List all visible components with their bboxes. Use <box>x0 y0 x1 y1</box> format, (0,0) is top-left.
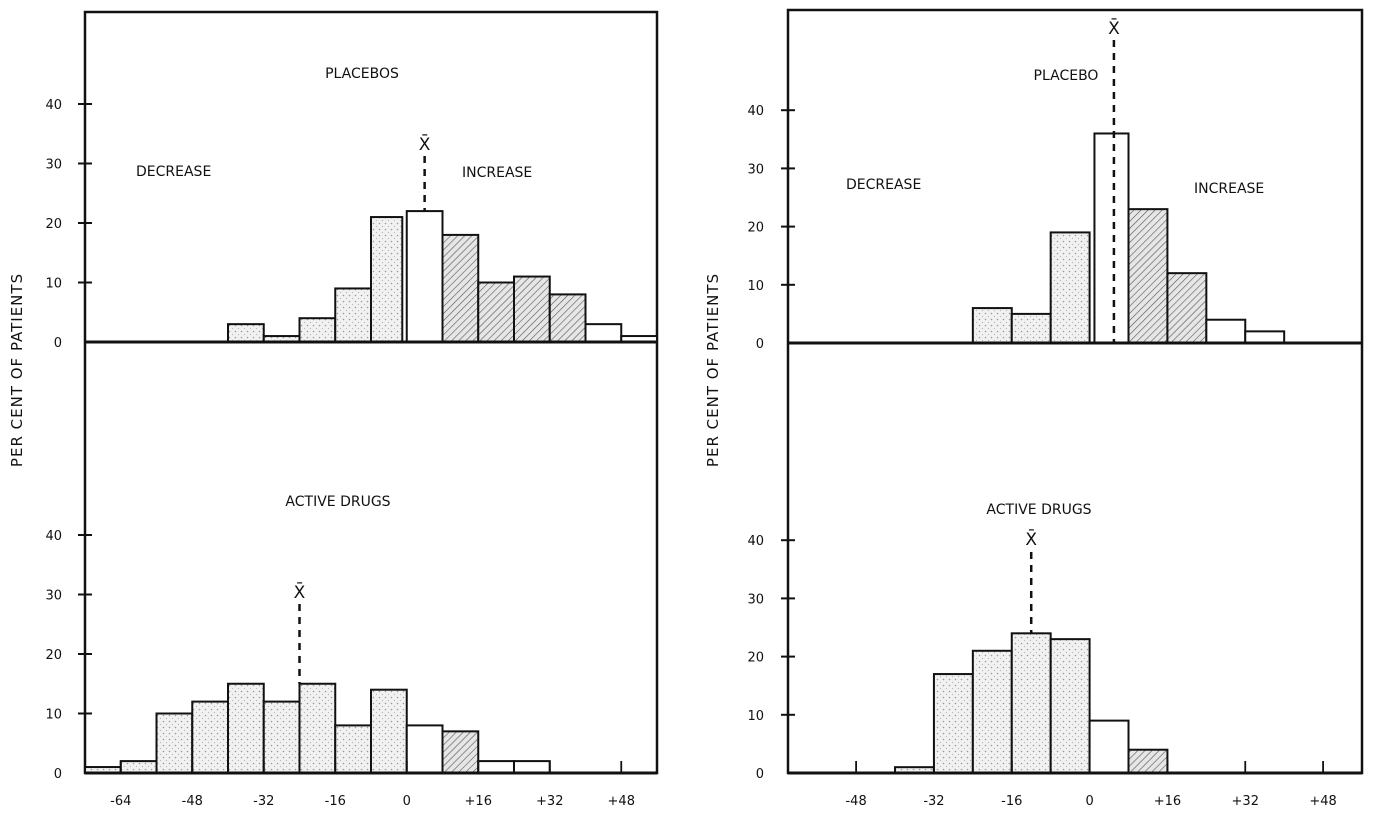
histogram-bar <box>227 323 265 343</box>
y-tick-label: 20 <box>747 221 764 236</box>
y-tick-label: 10 <box>747 709 764 724</box>
histogram-bar <box>1127 208 1169 344</box>
annotation-decrease: DECREASE <box>846 177 921 193</box>
histogram-bar <box>191 700 229 774</box>
histogram-bar <box>1205 318 1247 345</box>
x-tick-label: -48 <box>845 794 866 809</box>
histogram-bar <box>370 216 404 343</box>
y-tick-label: 0 <box>54 767 62 782</box>
histogram-bar <box>513 275 551 343</box>
panel-title: ACTIVE DRUGS <box>986 502 1091 518</box>
histogram-bar <box>298 682 337 774</box>
histogram-bar <box>441 233 480 343</box>
left-y-axis-label: PER CENT OF PATIENTS <box>8 273 26 467</box>
x-tick-label: +16 <box>465 794 492 809</box>
y-tick-label: 30 <box>747 592 764 607</box>
x-tick-label: -64 <box>110 794 131 809</box>
histogram-bar <box>1049 231 1091 344</box>
left-top-histogram: 0 10 20 30 40 X̄ PLACEBOS DECREASE INCREASE <box>45 66 658 351</box>
x-tick-label: -32 <box>253 794 274 809</box>
x-tick-label: +32 <box>1232 794 1259 809</box>
y-tick-label: 0 <box>756 337 764 352</box>
panel-title: PLACEBOS <box>325 66 399 82</box>
right-bottom-histogram: 0 10 20 30 40 X̄ ACTIVE DRUGS -48 -32 -16 0 +16 +32 +… <box>747 502 1362 809</box>
right-top-histogram: 0 10 20 30 40 X̄ PLACEBO DECREASE INCREASE <box>747 17 1362 352</box>
y-tick-label: 30 <box>747 162 764 177</box>
y-tick-label: 10 <box>747 279 764 294</box>
mean-label: X̄ <box>1025 528 1037 550</box>
histogram-bar <box>334 724 372 775</box>
x-tick-label: -48 <box>182 794 203 809</box>
x-tick-label: -16 <box>325 794 346 809</box>
histogram-bar <box>584 323 623 343</box>
histogram-bar <box>932 673 974 774</box>
histogram-bar <box>477 281 515 343</box>
x-tick-label: -32 <box>923 794 944 809</box>
mean-label: X̄ <box>294 581 306 603</box>
histogram-bar <box>1127 748 1169 774</box>
x-tick-label: +32 <box>536 794 563 809</box>
annotation-increase: INCREASE <box>1194 181 1264 197</box>
histogram-bar <box>1010 632 1052 774</box>
histogram-bar <box>477 760 515 774</box>
y-tick-label: 30 <box>45 589 62 604</box>
right-panel: 0 10 20 30 40 X̄ PLACEBO DECREASE INCREASE 0 10 20… <box>704 8 1364 809</box>
histogram-bar <box>1166 272 1208 344</box>
histogram-bar <box>155 712 194 774</box>
x-tick-label: -16 <box>1001 794 1022 809</box>
mean-label: X̄ <box>1108 17 1120 39</box>
histogram-bar <box>370 688 408 775</box>
y-tick-label: 10 <box>45 277 62 292</box>
x-tick-label: 0 <box>403 794 411 809</box>
histogram-bar <box>1093 132 1130 344</box>
annotation-increase: INCREASE <box>462 165 532 181</box>
histogram-bar <box>405 724 444 775</box>
annotation-decrease: DECREASE <box>136 164 211 180</box>
y-tick-label: 40 <box>747 104 764 119</box>
left-panel: 0 10 20 30 40 X̄ PLACEBOS DECREASE INCREASE 0 10 2… <box>8 10 659 809</box>
y-tick-label: 0 <box>54 336 62 351</box>
histogram-bar <box>262 700 301 774</box>
right-y-axis-label: PER CENT OF PATIENTS <box>704 273 722 467</box>
histogram-bar <box>1010 312 1052 344</box>
histogram-bar <box>298 317 337 344</box>
y-tick-label: 10 <box>45 708 62 723</box>
histogram-bar <box>971 649 1013 775</box>
x-tick-label: +48 <box>608 794 635 809</box>
y-tick-label: 30 <box>45 158 62 173</box>
mean-label: X̄ <box>419 133 431 155</box>
histogram-bar <box>227 682 265 774</box>
histogram-bar <box>1244 330 1286 344</box>
histogram-bar <box>513 760 551 774</box>
histogram-bar <box>548 293 587 343</box>
histogram-bar <box>1088 719 1130 774</box>
y-tick-label: 20 <box>747 651 764 666</box>
x-tick-label: +48 <box>1309 794 1336 809</box>
y-tick-label: 20 <box>45 648 62 663</box>
histogram-bar <box>405 210 444 343</box>
left-bottom-histogram: 0 10 20 30 40 X̄ ACTIVE DRUGS -64 -48 -32 -16 0 +16 +… <box>45 494 657 809</box>
histogram-bar <box>971 307 1013 344</box>
y-tick-label: 0 <box>756 767 764 782</box>
panel-title: PLACEBO <box>1034 68 1099 84</box>
y-tick-label: 40 <box>45 529 62 544</box>
x-tick-label: +16 <box>1154 794 1181 809</box>
y-tick-label: 20 <box>45 217 62 232</box>
histogram-bar <box>119 760 158 774</box>
x-tick-label: 0 <box>1085 794 1093 809</box>
histogram-bar <box>334 287 372 344</box>
histogram-bar <box>441 730 480 774</box>
panel-title: ACTIVE DRUGS <box>285 494 390 510</box>
histogram-bar <box>1049 638 1091 775</box>
y-tick-label: 40 <box>747 534 764 549</box>
left-frame <box>83 10 659 775</box>
y-tick-label: 40 <box>45 98 62 113</box>
